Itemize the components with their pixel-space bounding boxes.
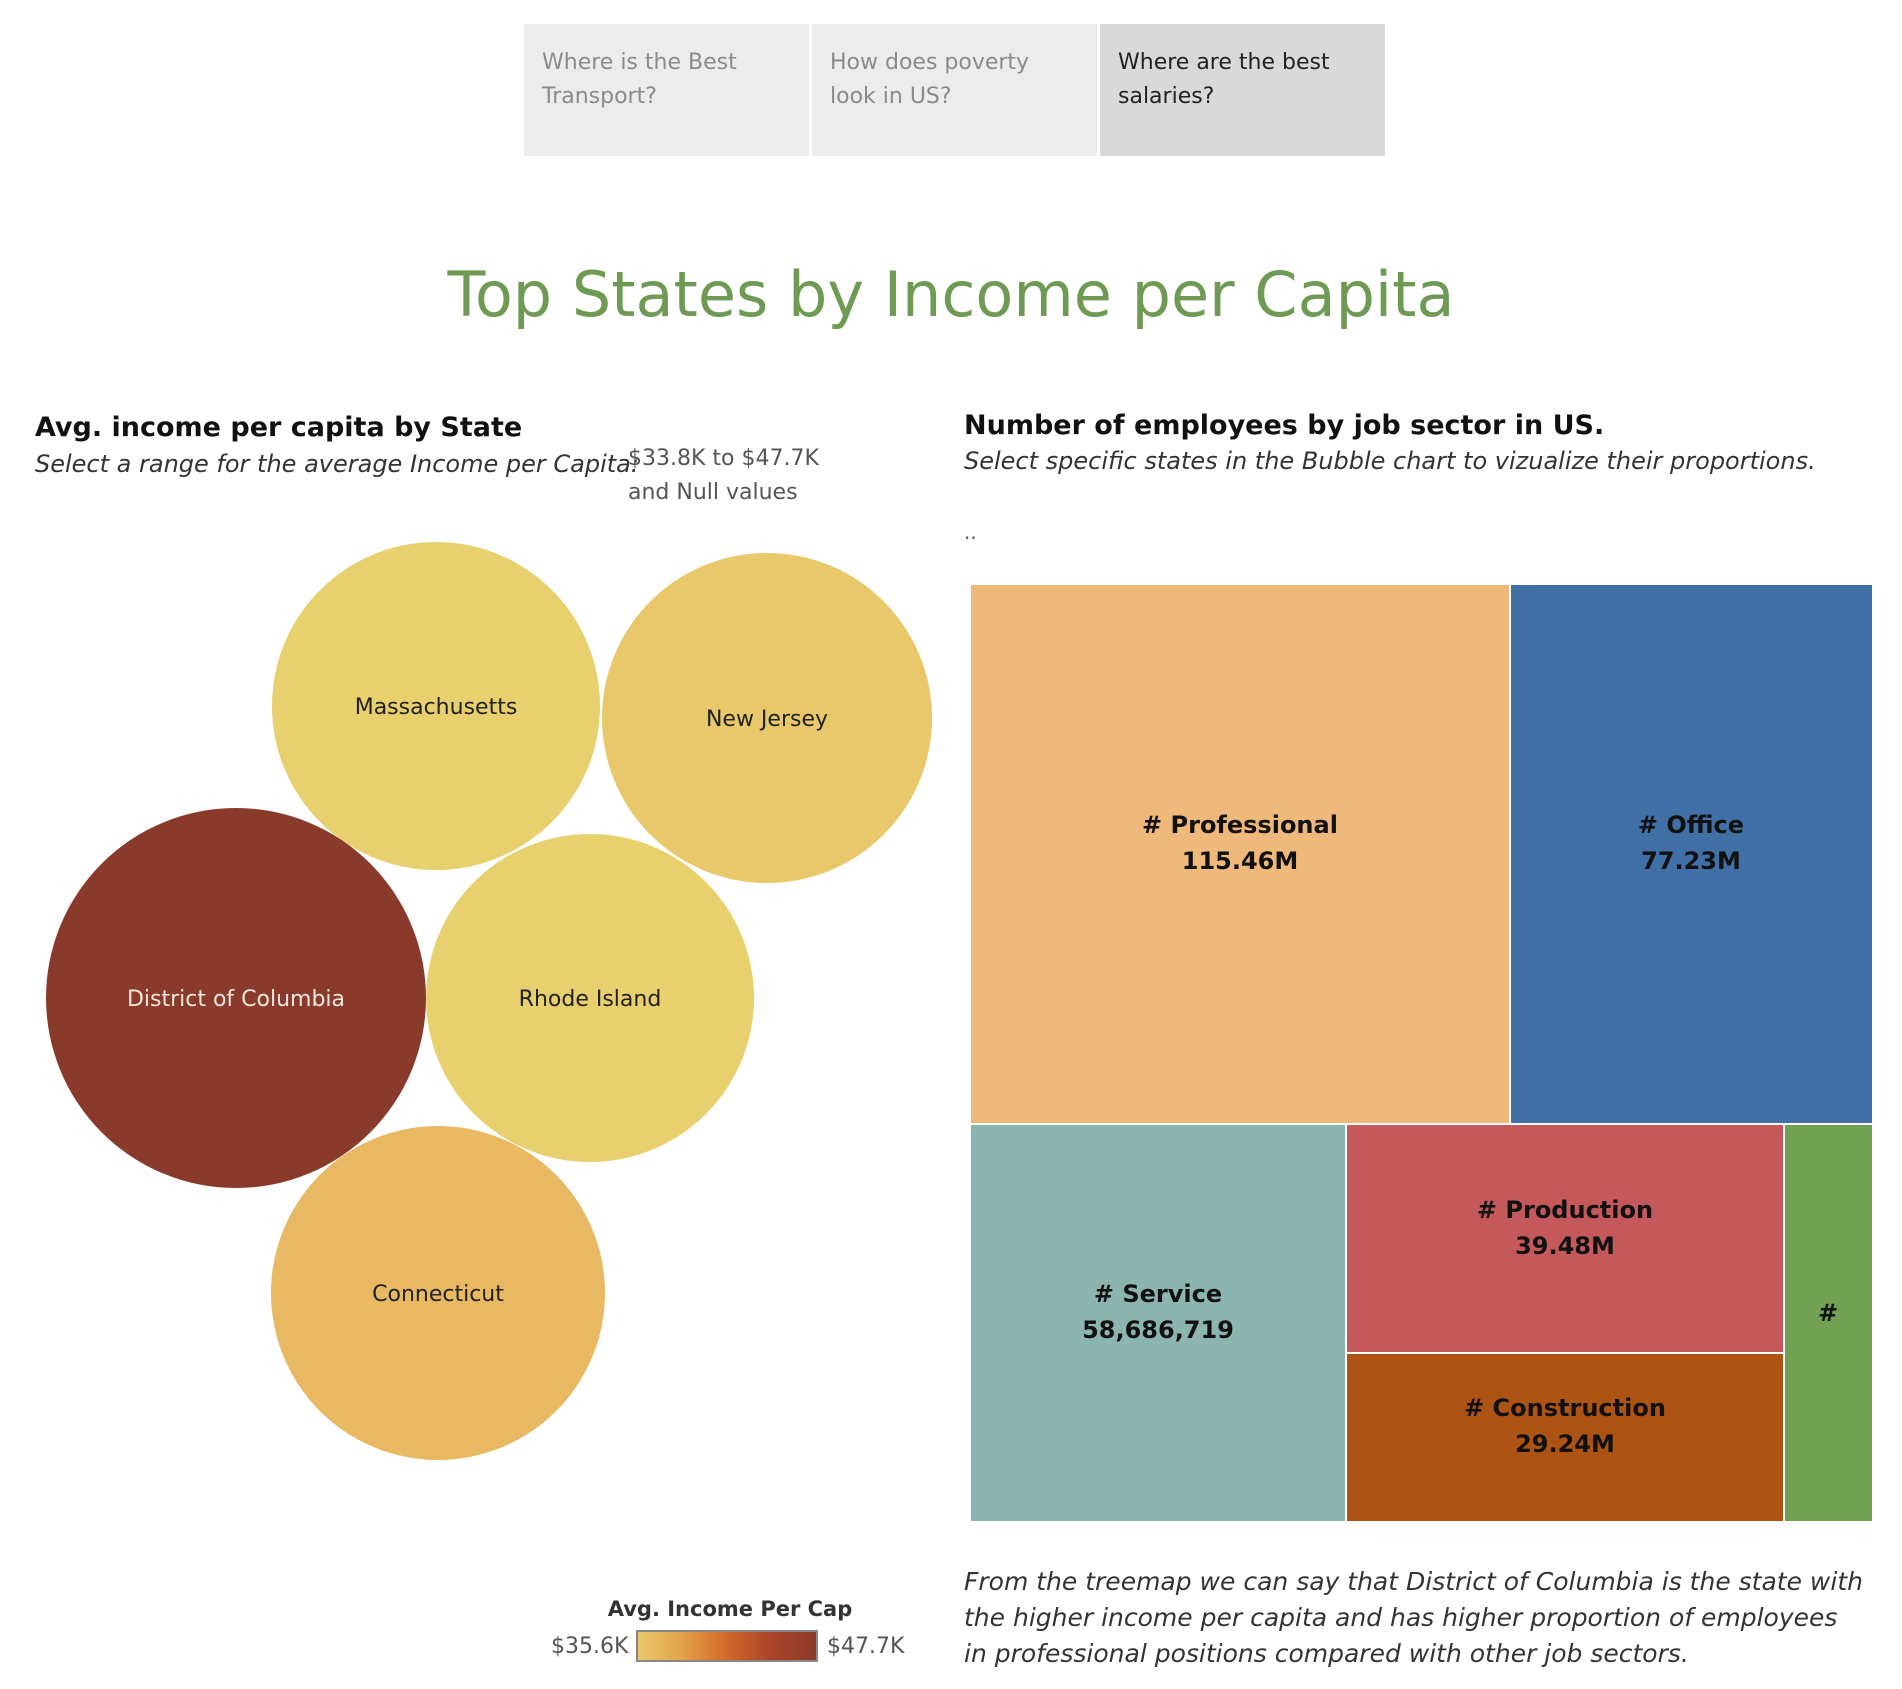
- bubble-district-of-columbia-circle[interactable]: [46, 808, 426, 1188]
- bubble-rhode-island[interactable]: Rhode Island: [426, 834, 754, 1162]
- treemap-cell-professional[interactable]: # Professional 115.46M: [969, 583, 1511, 1125]
- treemap-value-production: 39.48M: [1515, 1232, 1615, 1260]
- treemap-rect-office[interactable]: [1509, 583, 1874, 1125]
- bubble-massachusetts-circle[interactable]: [272, 542, 600, 870]
- filter-range-text: $33.8K to $47.7K: [628, 446, 819, 471]
- tab-best-salaries[interactable]: Where are the best salaries?: [1100, 24, 1385, 156]
- bubble-connecticut-label: Connecticut: [372, 1282, 504, 1307]
- bubble-rhode-island-circle[interactable]: [426, 834, 754, 1162]
- bubble-chart-subtitle: Select a range for the average Income pe…: [35, 450, 639, 478]
- bubble-rhode-island-label: Rhode Island: [519, 987, 662, 1012]
- treemap-value-service: 58,686,719: [1082, 1316, 1234, 1344]
- treemap-value-professional: 115.46M: [1182, 847, 1299, 875]
- color-legend-min: $35.6K: [551, 1634, 629, 1659]
- bubble-connecticut-circle[interactable]: [271, 1126, 605, 1460]
- treemap-rect-construction[interactable]: [1345, 1352, 1785, 1523]
- bubble-chart-title: Avg. income per capita by State: [35, 412, 523, 443]
- bubble-connecticut[interactable]: Connecticut: [271, 1126, 605, 1460]
- bubble-new-jersey[interactable]: New Jersey: [602, 553, 932, 883]
- tab-poverty[interactable]: How does poverty look in US?: [812, 24, 1097, 156]
- treemap-subtitle: Select specific states in the Bubble cha…: [964, 447, 1816, 475]
- treemap-note: From the treemap we can say that Distric…: [964, 1567, 1863, 1668]
- treemap-label-professional: # Professional: [1142, 811, 1338, 839]
- tab-best-transport[interactable]: Where is the Best Transport?: [524, 24, 809, 156]
- treemap-cell-office[interactable]: # Office 77.23M: [1509, 583, 1874, 1125]
- treemap-cell-production[interactable]: # Production 39.48M: [1345, 1123, 1785, 1354]
- color-legend-max: $47.7K: [827, 1634, 905, 1659]
- treemap-rect-professional[interactable]: [969, 583, 1511, 1125]
- treemap-rect-production[interactable]: [1345, 1123, 1785, 1354]
- treemap-rect-service[interactable]: [969, 1123, 1347, 1523]
- bubble-chart: Massachusetts New Jersey District of Col…: [46, 542, 932, 1460]
- bubble-new-jersey-circle[interactable]: [602, 553, 932, 883]
- income-range-filter[interactable]: $33.8K to $47.7K and Null values: [628, 442, 819, 510]
- treemap-chart: # Professional 115.46M # Office 77.23M #…: [969, 583, 1874, 1523]
- treemap-rect-other[interactable]: [1783, 1123, 1874, 1523]
- filter-null-text: and Null values: [628, 480, 798, 505]
- treemap-label-office: # Office: [1638, 811, 1744, 839]
- bubble-district-of-columbia-label: District of Columbia: [127, 987, 345, 1012]
- treemap-value-construction: 29.24M: [1515, 1430, 1615, 1458]
- treemap-label-service: # Service: [1094, 1280, 1222, 1308]
- page-title: Top States by Income per Capita: [447, 258, 1455, 331]
- color-legend-gradient: [636, 1630, 818, 1662]
- treemap-label-construction: # Construction: [1464, 1394, 1666, 1422]
- treemap-cell-other[interactable]: #: [1783, 1123, 1874, 1523]
- bubble-massachusetts-label: Massachusetts: [355, 695, 518, 720]
- treemap-label-production: # Production: [1477, 1196, 1653, 1224]
- treemap-label-other: #: [1818, 1299, 1838, 1327]
- treemap-cell-construction[interactable]: # Construction 29.24M: [1345, 1352, 1785, 1523]
- bubble-district-of-columbia[interactable]: District of Columbia: [46, 808, 426, 1188]
- bubble-massachusetts[interactable]: Massachusetts: [272, 542, 600, 870]
- treemap-dots: ..: [964, 520, 977, 544]
- treemap-title: Number of employees by job sector in US.: [964, 410, 1605, 441]
- color-legend-title: Avg. Income Per Cap: [607, 1597, 853, 1621]
- bubble-new-jersey-label: New Jersey: [706, 707, 828, 732]
- story-tabs: Where is the Best Transport? How does po…: [524, 24, 1388, 156]
- treemap-cell-service[interactable]: # Service 58,686,719: [969, 1123, 1347, 1523]
- treemap-value-office: 77.23M: [1641, 847, 1741, 875]
